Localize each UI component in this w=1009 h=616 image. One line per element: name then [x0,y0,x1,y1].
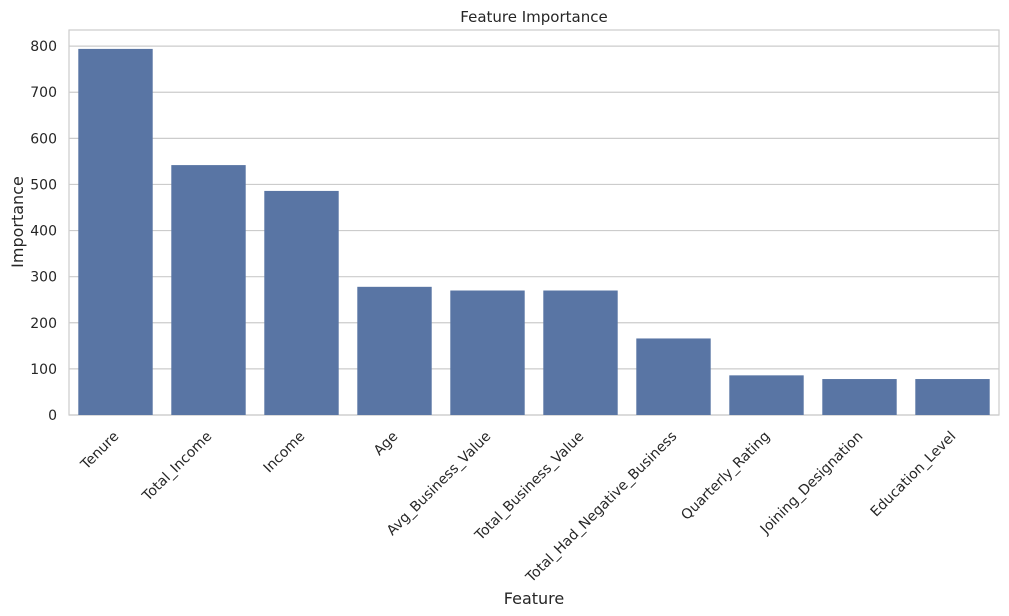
y-tick-label: 800 [30,39,57,55]
chart-title: Feature Importance [460,8,607,26]
x-tick-label: Quarterly_Rating [678,429,773,524]
bar-age [357,286,432,415]
y-tick-labels: 0 100 200 300 400 500 600 700 800 [30,39,57,424]
bars [78,48,990,416]
bar-total-income [171,165,246,415]
x-tick-label: Total_Income [139,429,216,506]
bar-avg-business-value [450,290,525,415]
bar-tenure [78,48,153,416]
bar-total-business-value [543,290,618,415]
x-tick-label: Avg_Business_Value [384,429,494,539]
y-axis-label: Importance [8,176,27,268]
x-tick-label: Tenure [77,429,122,474]
bar-joining-designation [822,379,897,415]
bar-income [264,190,339,415]
bar-total-had-negative-business [636,338,711,415]
y-tick-label: 100 [30,362,57,378]
x-tick-label: Education_Level [868,429,960,521]
x-axis-label: Feature [504,589,564,608]
y-tick-label: 700 [30,85,57,101]
y-tick-label: 300 [30,270,57,286]
bar-quarterly-rating [729,375,804,415]
x-tick-label: Joining_Designation [757,429,866,538]
x-tick-labels: Tenure Total_Income Income AgeAvg_Business_… [77,429,959,587]
y-tick-label: 400 [30,224,57,240]
y-tick-label: 600 [30,131,57,147]
y-tick-label: 0 [48,408,57,424]
x-tick-label: Total_Had_Negative_Business [522,429,680,587]
x-tick-label: Income [261,429,309,477]
y-tick-label: 500 [30,177,57,193]
bar-education-level [915,379,990,415]
x-tick-label: Age [371,429,401,459]
y-tick-label: 200 [30,316,57,332]
